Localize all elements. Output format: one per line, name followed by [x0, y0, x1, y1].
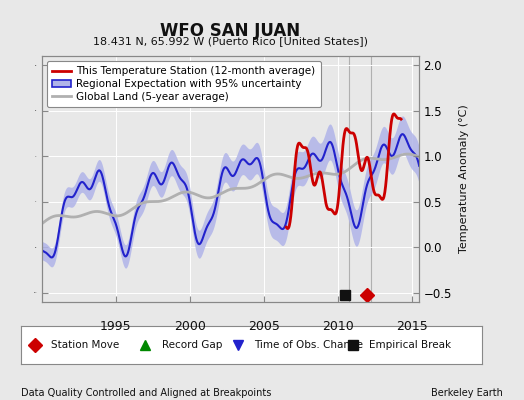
Y-axis label: Temperature Anomaly (°C): Temperature Anomaly (°C) [458, 105, 468, 253]
Text: Station Move: Station Move [51, 340, 119, 350]
Text: 2010: 2010 [322, 320, 354, 333]
Text: Time of Obs. Change: Time of Obs. Change [254, 340, 363, 350]
Text: Berkeley Earth: Berkeley Earth [431, 388, 503, 398]
Legend: This Temperature Station (12-month average), Regional Expectation with 95% uncer: This Temperature Station (12-month avera… [47, 61, 321, 107]
Text: Data Quality Controlled and Aligned at Breakpoints: Data Quality Controlled and Aligned at B… [21, 388, 271, 398]
Text: 2000: 2000 [174, 320, 206, 333]
Text: 18.431 N, 65.992 W (Puerto Rico [United States]): 18.431 N, 65.992 W (Puerto Rico [United … [93, 36, 368, 46]
Text: Record Gap: Record Gap [161, 340, 222, 350]
Text: 1995: 1995 [100, 320, 132, 333]
Text: 2005: 2005 [248, 320, 280, 333]
Text: 2015: 2015 [396, 320, 428, 333]
Text: Empirical Break: Empirical Break [369, 340, 451, 350]
Text: WFO SAN JUAN: WFO SAN JUAN [160, 22, 301, 40]
